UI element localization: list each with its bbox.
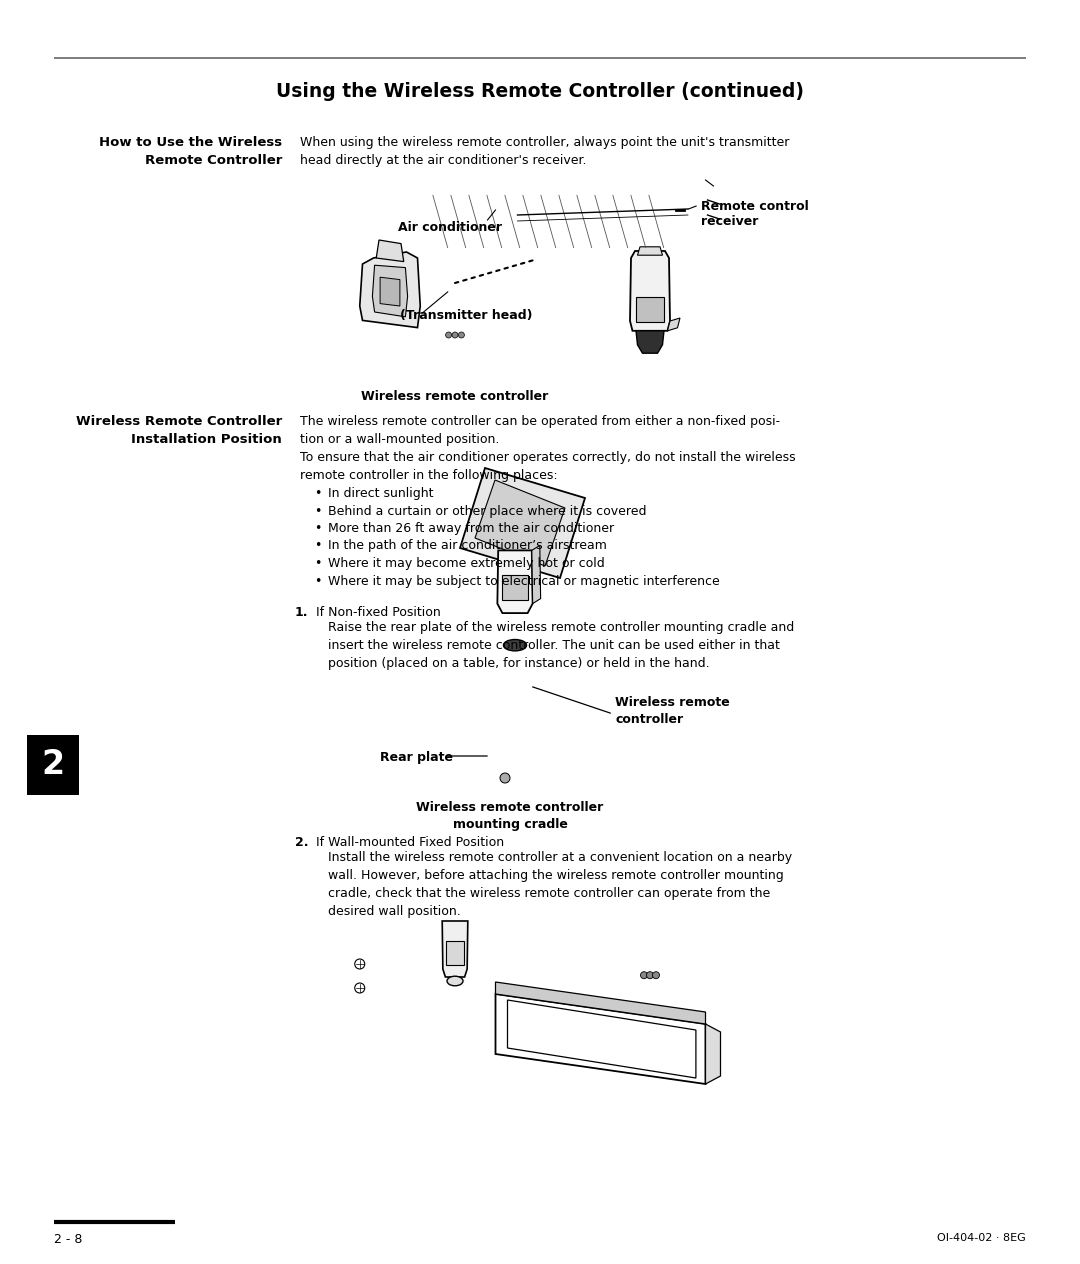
Text: In the path of the air conditioner’s airstream: In the path of the air conditioner’s air… bbox=[328, 540, 607, 552]
Text: •: • bbox=[314, 540, 322, 552]
Polygon shape bbox=[460, 468, 585, 578]
Polygon shape bbox=[380, 277, 400, 306]
Text: 1.: 1. bbox=[295, 605, 308, 619]
Text: •: • bbox=[314, 487, 322, 501]
Text: More than 26 ft away from the air conditioner: More than 26 ft away from the air condit… bbox=[328, 522, 615, 535]
Text: How to Use the Wireless
Remote Controller: How to Use the Wireless Remote Controlle… bbox=[99, 137, 282, 167]
Text: Remote control
receiver: Remote control receiver bbox=[701, 200, 809, 228]
Polygon shape bbox=[502, 575, 528, 600]
Text: Install the wireless remote controller at a convenient location on a nearby
wall: Install the wireless remote controller a… bbox=[328, 851, 792, 918]
Text: Behind a curtain or other place where it is covered: Behind a curtain or other place where it… bbox=[328, 504, 647, 517]
Text: To ensure that the air conditioner operates correctly, do not install the wirele: To ensure that the air conditioner opera… bbox=[300, 451, 796, 482]
Text: In direct sunlight: In direct sunlight bbox=[328, 487, 433, 501]
Text: Raise the rear plate of the wireless remote controller mounting cradle and
inser: Raise the rear plate of the wireless rem… bbox=[328, 621, 794, 670]
Text: Where it may become extremely hot or cold: Where it may become extremely hot or col… bbox=[328, 557, 605, 570]
Circle shape bbox=[446, 332, 451, 337]
Polygon shape bbox=[496, 982, 705, 1024]
Circle shape bbox=[647, 972, 653, 978]
Text: Wireless remote controller: Wireless remote controller bbox=[362, 391, 549, 403]
Text: Rear plate: Rear plate bbox=[380, 751, 453, 763]
Text: 2: 2 bbox=[41, 748, 65, 781]
Text: Air conditioner: Air conditioner bbox=[399, 221, 502, 234]
Text: When using the wireless remote controller, always point the unit's transmitter
h: When using the wireless remote controlle… bbox=[300, 137, 789, 167]
Text: •: • bbox=[314, 504, 322, 517]
Circle shape bbox=[500, 774, 510, 782]
Ellipse shape bbox=[447, 976, 463, 986]
Circle shape bbox=[453, 332, 458, 337]
Text: (Transmitter head): (Transmitter head) bbox=[400, 308, 532, 321]
Polygon shape bbox=[531, 545, 541, 604]
Text: If Wall-mounted Fixed Position: If Wall-mounted Fixed Position bbox=[316, 836, 504, 849]
Ellipse shape bbox=[503, 640, 527, 651]
Text: Where it may be subject to electrical or magnetic interference: Where it may be subject to electrical or… bbox=[328, 575, 719, 588]
Text: •: • bbox=[314, 557, 322, 570]
Polygon shape bbox=[360, 252, 420, 327]
Text: If Non-fixed Position: If Non-fixed Position bbox=[316, 605, 441, 619]
Polygon shape bbox=[637, 246, 662, 255]
Polygon shape bbox=[498, 550, 532, 613]
Text: OI-404-02 · 8EG: OI-404-02 · 8EG bbox=[937, 1232, 1026, 1243]
Text: The wireless remote controller can be operated from either a non-fixed posi-
tio: The wireless remote controller can be op… bbox=[300, 415, 780, 446]
Circle shape bbox=[640, 972, 648, 978]
Text: Using the Wireless Remote Controller (continued): Using the Wireless Remote Controller (co… bbox=[276, 82, 804, 101]
Polygon shape bbox=[636, 297, 664, 322]
Polygon shape bbox=[373, 265, 407, 317]
FancyBboxPatch shape bbox=[27, 734, 79, 795]
Polygon shape bbox=[705, 1024, 720, 1085]
Circle shape bbox=[652, 972, 660, 978]
Circle shape bbox=[458, 332, 464, 337]
Polygon shape bbox=[636, 331, 664, 353]
Text: Wireless remote controller
mounting cradle: Wireless remote controller mounting crad… bbox=[417, 801, 604, 830]
Polygon shape bbox=[667, 319, 680, 331]
Polygon shape bbox=[442, 921, 468, 977]
Text: 2.: 2. bbox=[295, 836, 308, 849]
Text: Wireless remote
controller: Wireless remote controller bbox=[615, 696, 730, 726]
Polygon shape bbox=[376, 240, 404, 262]
Text: •: • bbox=[314, 522, 322, 535]
Text: Wireless Remote Controller
Installation Position: Wireless Remote Controller Installation … bbox=[76, 415, 282, 446]
Polygon shape bbox=[446, 940, 464, 964]
Text: •: • bbox=[314, 575, 322, 588]
Polygon shape bbox=[630, 252, 670, 331]
Text: 2 - 8: 2 - 8 bbox=[54, 1232, 82, 1246]
Polygon shape bbox=[475, 480, 565, 566]
